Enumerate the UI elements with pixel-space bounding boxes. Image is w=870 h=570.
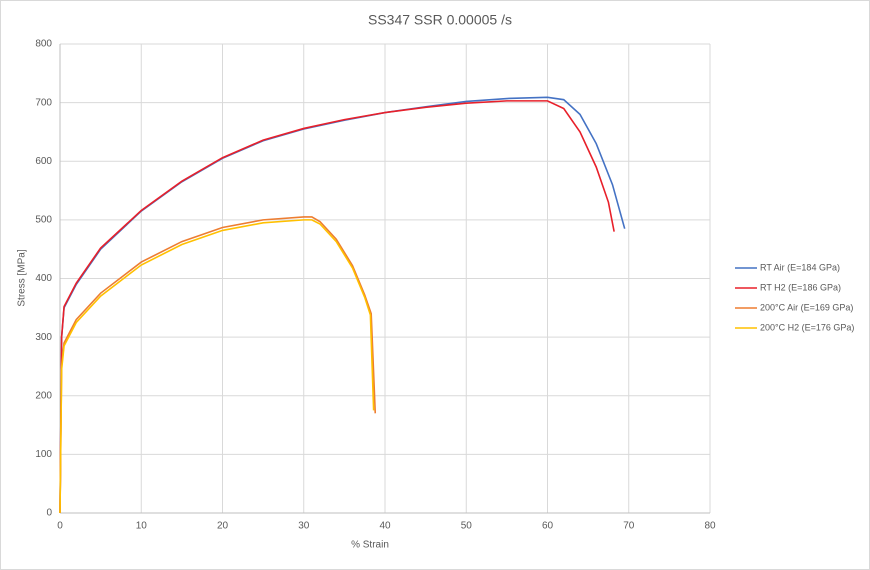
y-tick-label: 0 <box>46 508 52 519</box>
series-line <box>59 219 375 514</box>
x-tick-label: 80 <box>704 521 716 532</box>
y-tick-label: 600 <box>35 156 52 167</box>
x-tick-label: 60 <box>542 521 554 532</box>
legend-label: RT Air (E=184 GPa) <box>760 262 840 272</box>
y-tick-label: 700 <box>35 97 52 108</box>
chart-title: SS347 SSR 0.00005 /s <box>368 12 512 28</box>
legend-label: RT H2 (E=186 GPa) <box>760 282 841 292</box>
y-axis-label: Stress [MPa] <box>17 249 28 306</box>
x-tick-label: 70 <box>623 521 635 532</box>
x-tick-label: 0 <box>57 521 63 532</box>
y-tick-label: 400 <box>35 273 52 284</box>
x-tick-label: 20 <box>217 521 229 532</box>
x-tick-label: 10 <box>136 521 148 532</box>
x-axis-label: % Strain <box>351 540 389 551</box>
y-tick-label: 100 <box>35 449 52 460</box>
legend-label: 200°C Air (E=169 GPa) <box>760 302 853 312</box>
y-tick-label: 300 <box>35 332 52 343</box>
series-line <box>59 100 615 514</box>
y-tick-label: 200 <box>35 390 52 401</box>
x-tick-label: 50 <box>461 521 473 532</box>
x-tick-label: 40 <box>379 521 391 532</box>
y-tick-label: 800 <box>35 39 52 50</box>
series-line <box>59 216 377 514</box>
x-tick-label: 30 <box>298 521 310 532</box>
legend-label: 200°C H2 (E=176 GPa) <box>760 322 854 332</box>
y-tick-label: 500 <box>35 215 52 226</box>
